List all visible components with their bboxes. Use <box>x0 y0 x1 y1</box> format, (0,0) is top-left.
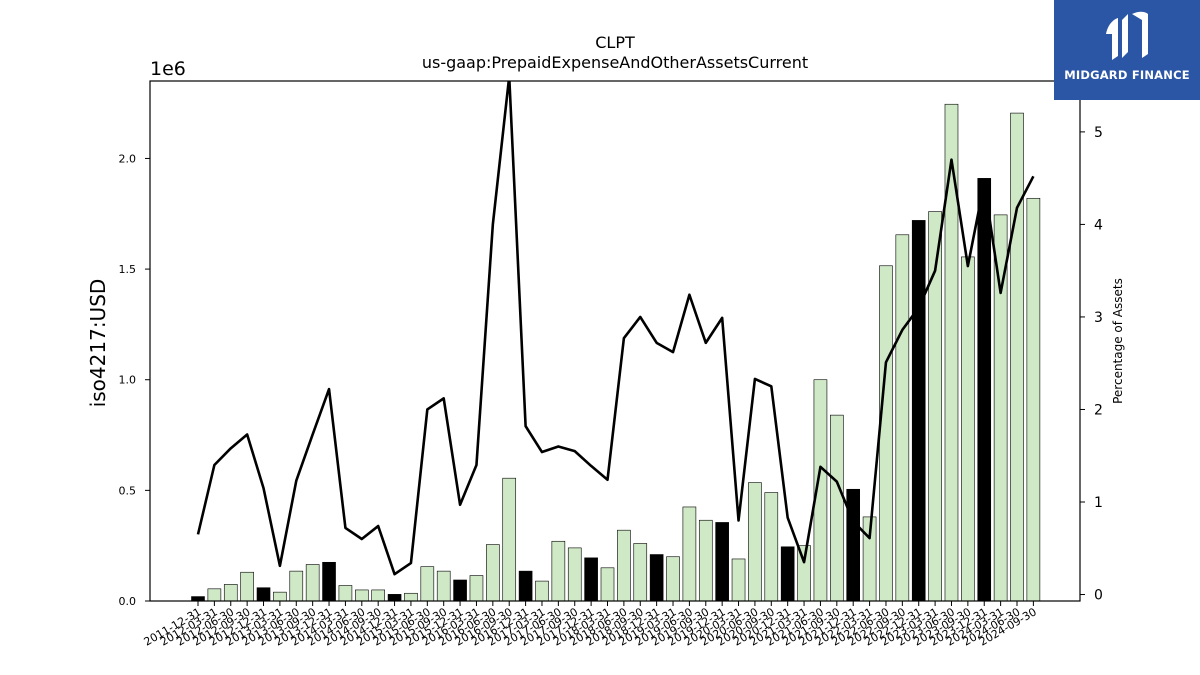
line-layer <box>196 81 1035 576</box>
bar <box>584 557 598 602</box>
y2-tick-label: 5 <box>1094 125 1103 141</box>
bar <box>748 482 762 602</box>
bar <box>911 220 926 602</box>
y-axis-label: iso4217:USD <box>86 279 110 408</box>
logo: MIDGARD FINANCE <box>1054 0 1200 100</box>
y-tick-label: 2.0 <box>119 152 137 165</box>
y-axis-left: 0.0 0.5 1.0 1.5 2.0 <box>119 152 150 608</box>
bar <box>698 519 713 602</box>
bar <box>322 561 336 602</box>
y-axis-offset-label: 1e6 <box>150 58 186 80</box>
bar <box>846 488 861 602</box>
bar <box>354 589 369 602</box>
bar <box>600 567 615 602</box>
x-axis: 2011-12-312012-03-312012-06-302012-09-30… <box>142 601 1039 649</box>
bar <box>305 564 320 602</box>
bar <box>387 594 402 602</box>
y-tick-label: 1.5 <box>119 263 137 276</box>
plot-frame <box>149 80 1081 602</box>
y-tick-label: 0.5 <box>119 484 137 497</box>
bar <box>404 592 418 602</box>
y2-tick-label: 4 <box>1094 217 1103 233</box>
bar <box>420 566 435 602</box>
bar <box>649 554 664 602</box>
bar <box>666 556 680 602</box>
chart-title: CLPT <box>595 33 635 52</box>
bar <box>371 589 385 602</box>
bar <box>240 571 254 602</box>
y2-tick-label: 0 <box>1094 588 1103 604</box>
bar <box>273 591 287 602</box>
bar <box>469 575 484 602</box>
bar <box>1026 197 1041 602</box>
logo-text: MIDGARD FINANCE <box>1064 68 1190 82</box>
bars-layer <box>191 103 1041 602</box>
bar <box>961 256 975 602</box>
bar <box>617 529 631 602</box>
bar <box>289 570 304 602</box>
bar <box>453 579 467 602</box>
bar <box>879 265 893 602</box>
y-tick-label: 0.0 <box>119 595 137 608</box>
y2-tick-label: 2 <box>1094 402 1103 418</box>
bar <box>977 178 992 602</box>
bar <box>191 596 205 602</box>
bar <box>518 570 533 602</box>
bar <box>256 587 271 602</box>
bar <box>780 546 795 602</box>
bar <box>830 414 844 602</box>
bar <box>567 547 582 602</box>
y2-tick-label: 3 <box>1094 310 1103 326</box>
chart-subtitle: us-gaap:PrepaidExpenseAndOtherAssetsCurr… <box>422 53 808 72</box>
bar <box>682 506 697 602</box>
bar <box>535 580 549 602</box>
y-axis-right: 0 1 2 3 4 5 <box>1080 125 1103 604</box>
bar <box>486 544 500 602</box>
bar <box>895 234 910 602</box>
logo-mark-icon <box>1106 11 1148 60</box>
bar <box>944 103 959 602</box>
bar <box>1010 112 1024 602</box>
bar <box>715 522 729 602</box>
bar <box>797 545 811 602</box>
bar <box>551 540 566 602</box>
bar <box>731 558 746 602</box>
y2-axis-label: Percentage of Assets <box>1111 278 1125 404</box>
y2-tick-label: 1 <box>1094 495 1103 511</box>
bar <box>502 477 517 602</box>
bar <box>207 588 222 602</box>
bar <box>338 585 353 602</box>
percentage-line <box>196 81 1035 576</box>
bar <box>223 584 238 602</box>
bar <box>764 492 779 602</box>
bar <box>436 570 451 602</box>
bar <box>633 543 648 602</box>
y-tick-label: 1.0 <box>119 374 137 387</box>
